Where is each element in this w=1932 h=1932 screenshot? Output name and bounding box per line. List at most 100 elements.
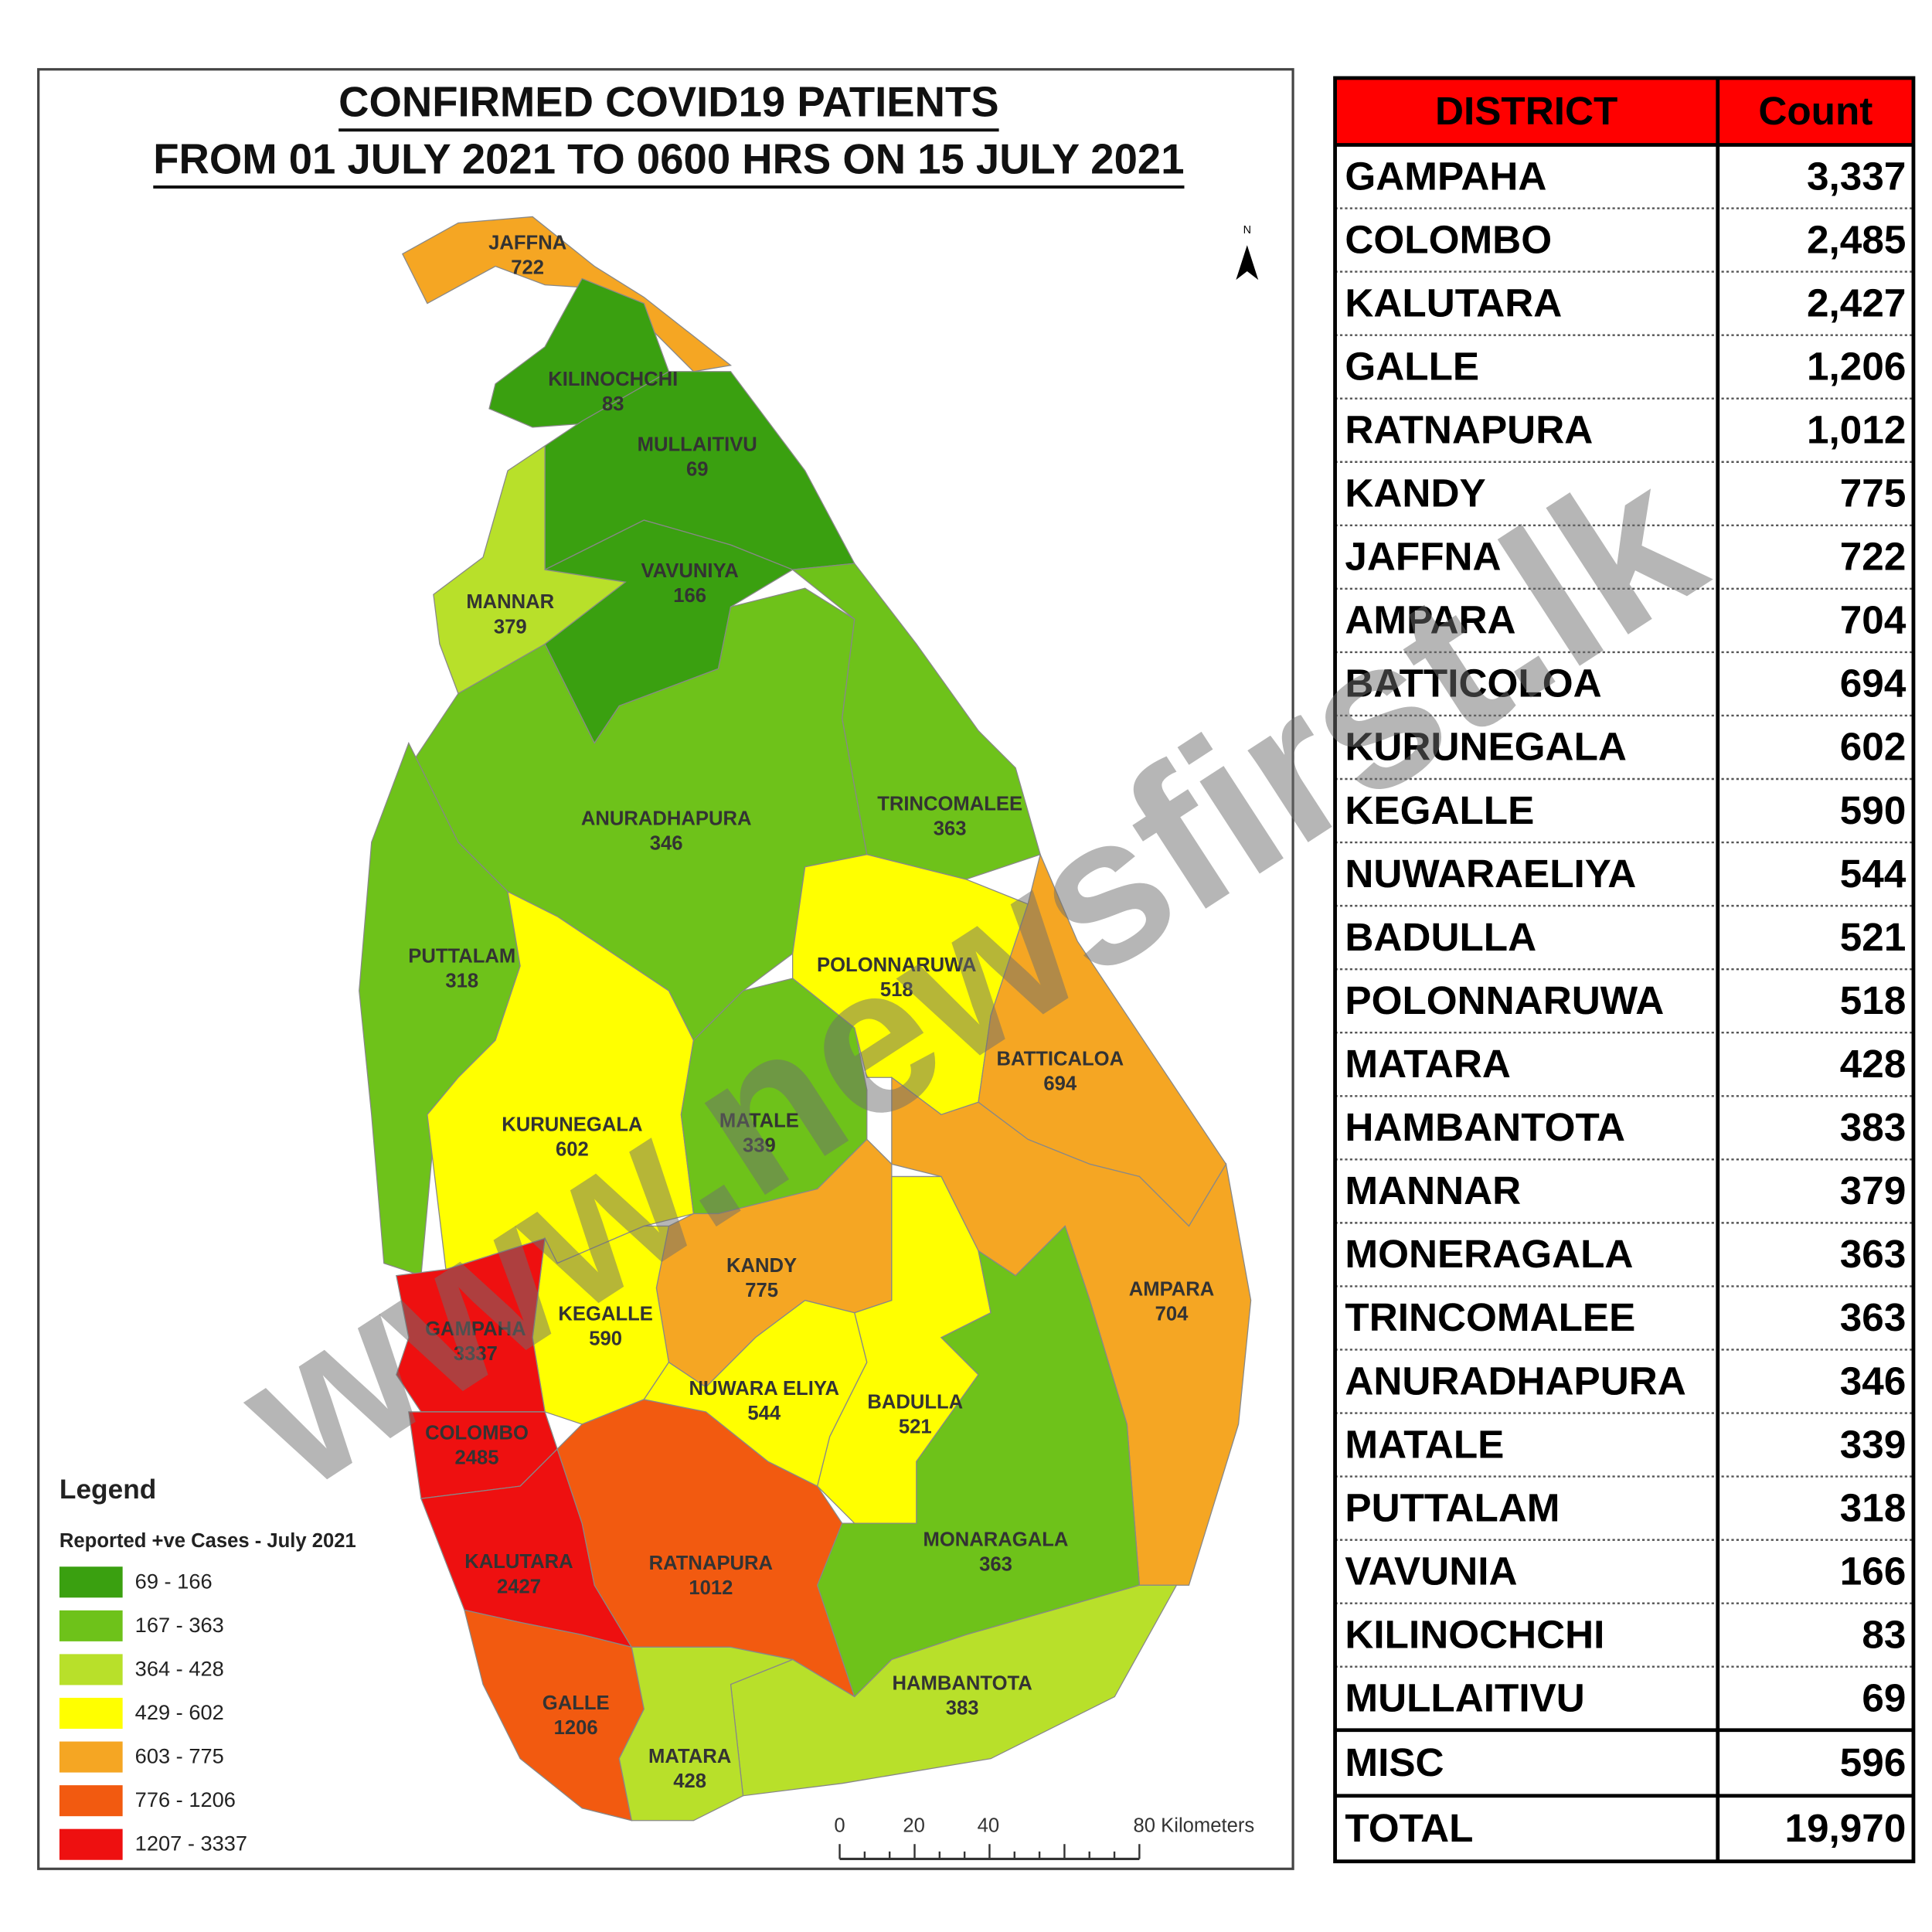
district-count: 379 — [494, 616, 527, 638]
district-cell: HAMBANTOTA — [1345, 1105, 1625, 1149]
count-cell: 363 — [1840, 1295, 1906, 1339]
count-cell: 379 — [1840, 1168, 1906, 1213]
district-cell: KANDY — [1345, 471, 1485, 515]
count-cell: 544 — [1840, 852, 1906, 896]
count-cell: 775 — [1840, 471, 1906, 515]
district-cell: NUWARAELIYA — [1345, 852, 1636, 896]
legend-label: 776 - 1206 — [135, 1787, 236, 1811]
district-cell: MONERAGALA — [1345, 1232, 1633, 1276]
district-cell: POLONNARUWA — [1345, 978, 1664, 1022]
count-cell: 83 — [1862, 1612, 1906, 1656]
district-count: 339 — [743, 1135, 776, 1157]
district-cell: GAMPAHA — [1345, 154, 1546, 198]
legend-swatch — [59, 1610, 123, 1641]
district-count: 521 — [899, 1417, 932, 1438]
district-name: JAFFNA — [488, 232, 566, 253]
legend-label: 429 - 602 — [135, 1700, 224, 1724]
scale-label: 20 — [903, 1815, 925, 1837]
district-cell: KILINOCHCHI — [1345, 1612, 1604, 1656]
district-name: MATARA — [648, 1746, 731, 1767]
count-cell: 318 — [1840, 1485, 1906, 1529]
district-name: KALUTARA — [464, 1551, 573, 1573]
footer-label: TOTAL — [1345, 1806, 1473, 1850]
district-cell: BADULLA — [1345, 915, 1536, 959]
count-cell: 363 — [1840, 1232, 1906, 1276]
district-name: ANURADHAPURA — [581, 808, 752, 830]
district-count: 590 — [589, 1328, 622, 1350]
district-cell: ANURADHAPURA — [1345, 1359, 1685, 1403]
footer-count: 19,970 — [1785, 1806, 1906, 1850]
table-header-bg — [1335, 77, 1913, 145]
district-cell: JAFFNA — [1345, 535, 1501, 579]
scale-label: 0 — [834, 1815, 845, 1837]
district-name: GALLE — [543, 1692, 610, 1714]
district-name: RATNAPURA — [649, 1553, 773, 1574]
district-count: 544 — [747, 1403, 781, 1424]
district-count: 363 — [934, 818, 967, 839]
count-cell: 346 — [1840, 1359, 1906, 1403]
district-count: 428 — [673, 1770, 706, 1792]
district-name: VAVUNIYA — [641, 560, 738, 582]
legend-title: Legend — [60, 1475, 156, 1505]
count-cell: 166 — [1840, 1549, 1906, 1593]
district-count: 166 — [673, 585, 706, 607]
district-count: 602 — [556, 1139, 589, 1161]
count-cell: 722 — [1840, 535, 1906, 579]
district-cell: RATNAPURA — [1345, 407, 1593, 451]
district-count: 318 — [445, 971, 478, 992]
district-name: TRINCOMALEE — [877, 793, 1022, 815]
count-cell: 2,485 — [1807, 217, 1906, 261]
district-name: KEGALLE — [558, 1304, 652, 1325]
district-name: KILINOCHCHI — [548, 369, 678, 390]
table-header: DISTRICT — [1435, 89, 1617, 133]
district-cell: MULLAITIVU — [1345, 1676, 1584, 1720]
count-cell: 521 — [1840, 915, 1906, 959]
district-cell: KURUNEGALA — [1345, 725, 1627, 769]
district-count: 3337 — [454, 1343, 498, 1365]
footer-label: MISC — [1345, 1740, 1444, 1784]
district-count: 775 — [745, 1280, 778, 1301]
district-count: 722 — [511, 257, 544, 279]
district-count: 83 — [602, 393, 624, 415]
title-line: FROM 01 JULY 2021 TO 0600 HRS ON 15 JULY… — [153, 135, 1184, 182]
district-cell: TRINCOMALEE — [1345, 1295, 1635, 1339]
count-cell: 590 — [1840, 788, 1906, 832]
district-name: GAMPAHA — [425, 1318, 526, 1340]
legend-swatch — [59, 1566, 123, 1598]
district-cell: COLOMBO — [1345, 217, 1552, 261]
district-count: 1206 — [554, 1717, 598, 1739]
scale-label: 80 Kilometers — [1134, 1815, 1255, 1837]
count-cell: 518 — [1840, 978, 1906, 1022]
legend-swatch — [59, 1785, 123, 1817]
count-cell: 339 — [1840, 1422, 1906, 1466]
legend-label: 69 - 166 — [135, 1569, 213, 1593]
district-cell: MANNAR — [1345, 1168, 1521, 1213]
district-cell: PUTTALAM — [1345, 1485, 1560, 1529]
district-name: MANNAR — [466, 591, 554, 613]
district-count: 69 — [686, 459, 709, 481]
north-label: N — [1243, 224, 1251, 236]
district-name: MONARAGALA — [923, 1529, 1069, 1550]
district-name: KANDY — [726, 1255, 797, 1277]
district-cell: VAVUNIA — [1345, 1549, 1517, 1593]
district-count: 1012 — [689, 1577, 733, 1599]
map: JAFFNA 722 KILINOCHCHI 83 MULLAITIVU 69 VAVUNI… — [359, 216, 1252, 1821]
count-cell: 3,337 — [1807, 154, 1906, 198]
district-count: 346 — [650, 833, 683, 855]
district-name: BATTICALOA — [996, 1049, 1124, 1070]
district-count: 694 — [1043, 1073, 1077, 1095]
count-cell: 602 — [1840, 725, 1906, 769]
legend-label: 364 - 428 — [135, 1656, 224, 1680]
scale-label: 40 — [978, 1815, 1000, 1837]
district-cell: KALUTARA — [1345, 281, 1562, 325]
district-cell: BATTICOLOA — [1345, 662, 1601, 706]
count-cell: 428 — [1840, 1042, 1906, 1086]
district-count: 363 — [979, 1553, 1012, 1575]
district-cell: AMPARA — [1345, 598, 1515, 642]
district-name: BADULLA — [867, 1391, 963, 1413]
count-cell: 1,206 — [1807, 344, 1906, 388]
legend-label: 167 - 363 — [135, 1613, 224, 1637]
district-cell: MATARA — [1345, 1042, 1511, 1086]
